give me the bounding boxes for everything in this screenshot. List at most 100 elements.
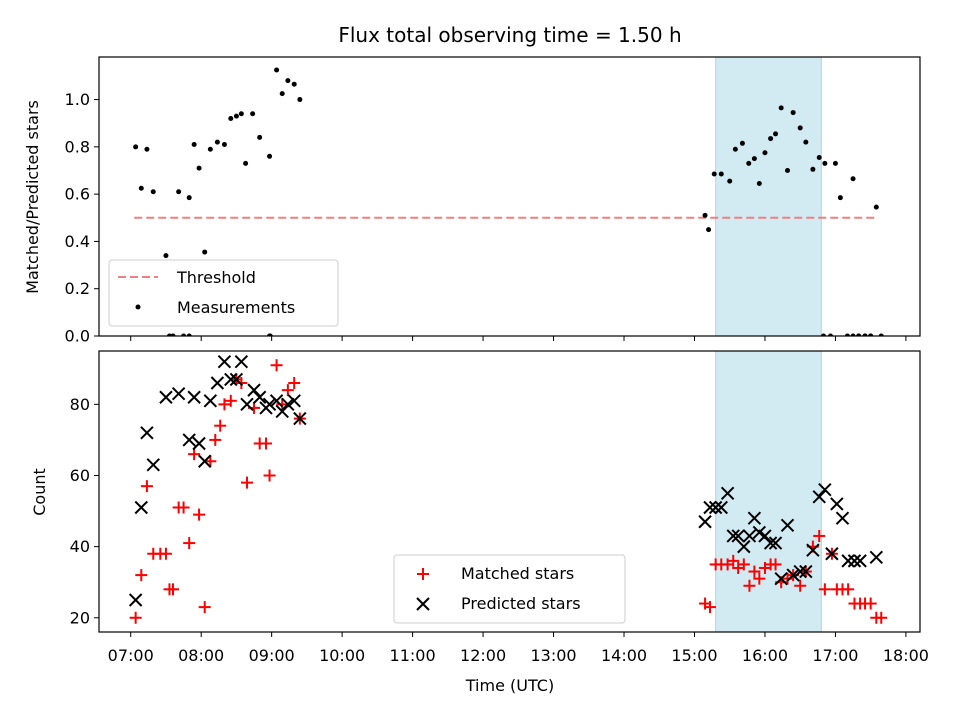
top-series-layer (133, 67, 884, 336)
predicted-stars-point (825, 547, 839, 561)
bottom-x-ticks: 07:00 08:00 09:00 10:00 11:00 12:00 13:00 14:00… (108, 632, 929, 665)
matched-stars-point (193, 508, 206, 521)
bottom-plot-area (128, 354, 888, 624)
measurements-point (181, 333, 187, 336)
predicted-stars-point (698, 515, 712, 529)
predicted-stars-point (731, 529, 745, 543)
measurements-point (267, 333, 273, 336)
predicted-stars-point (830, 497, 844, 511)
top-plot-area (133, 67, 884, 336)
predicted-stars-point (818, 483, 832, 497)
matched-stars-point (135, 569, 148, 582)
matched-stars-point (263, 469, 276, 482)
measurements-point (820, 333, 826, 336)
predicted-stars-point (742, 529, 757, 543)
predicted-stars-point (720, 486, 735, 500)
matched-stars-point (218, 398, 231, 411)
chart-title: Flux total observing time = 1.50 h (338, 23, 681, 47)
measurements-point (822, 160, 828, 166)
top-y-tick-label: 0.4 (65, 232, 90, 251)
legend-measurements-swatch (135, 304, 141, 310)
predicted-stars-point (192, 436, 206, 451)
predicted-stars-point (793, 564, 807, 579)
predicted-stars-point (234, 354, 249, 369)
predicted-stars-point (768, 536, 783, 550)
measurements-point (797, 125, 803, 131)
predicted-stars-point (287, 394, 301, 408)
legend-matched-label: Matched stars (461, 564, 574, 583)
matched-stars-point (813, 529, 826, 542)
measurements-point (706, 227, 712, 233)
measurements-point (873, 204, 879, 210)
measurements-point (785, 167, 791, 173)
measurements-point (790, 110, 796, 116)
measurements-point (163, 253, 169, 259)
matched-stars-point (276, 398, 289, 411)
x-tick-label: 07:00 (108, 646, 154, 665)
predicted-stars-point (758, 529, 772, 543)
matched-stars-point (753, 572, 766, 585)
predicted-stars-point (146, 458, 160, 472)
top-panel: 0.0 0.2 0.4 0.6 0.8 1.0 Matched/Predicted sta… (23, 56, 921, 346)
measurements-point (170, 333, 176, 336)
measurements-point (810, 166, 816, 172)
predicted-stars-point (229, 372, 244, 387)
predicted-stars-point (835, 511, 850, 525)
measurements-point (207, 146, 213, 152)
measurements-point (762, 150, 768, 156)
top-y-tick-label: 0.2 (65, 279, 90, 298)
x-tick-label: 09:00 (249, 646, 295, 665)
matched-stars-point (188, 448, 201, 461)
measurements-point (727, 178, 733, 184)
measurements-point (739, 140, 745, 146)
measurements-point (233, 113, 239, 119)
measurements-point (228, 115, 234, 121)
predicted-stars-point (159, 390, 173, 404)
top-y-tick-label: 0.8 (65, 137, 90, 156)
predicted-stars-point (252, 390, 267, 404)
predicted-stars-point (841, 554, 855, 568)
bottom-y-axis-label: Count (30, 468, 49, 516)
measurements-point (191, 141, 197, 147)
measurements-point (221, 141, 227, 147)
measurements-point (711, 171, 717, 177)
measurements-point (144, 146, 150, 152)
predicted-stars-point (171, 386, 186, 401)
measurements-point (850, 176, 856, 182)
measurements-point (257, 134, 263, 140)
x-tick-label: 14:00 (601, 646, 647, 665)
bottom-y-tick-label: 80 (70, 395, 90, 414)
measurements-point (718, 171, 724, 177)
matched-stars-point (281, 384, 294, 397)
matched-stars-point (204, 455, 217, 468)
measurements-point (756, 180, 762, 186)
predicted-stars-point (774, 571, 788, 586)
measurements-point (250, 111, 256, 117)
bottom-axes-frame (98, 350, 921, 633)
predicted-stars-point (187, 390, 201, 404)
measurements-point (751, 156, 757, 162)
x-tick-label: 10:00 (319, 646, 365, 665)
measurements-point (176, 189, 182, 195)
predicted-stars-point (708, 500, 723, 515)
bottom-shaded-region (715, 350, 822, 633)
measurements-point (828, 333, 833, 336)
measurements-point (816, 154, 822, 160)
measurements-point (138, 185, 144, 191)
bottom-y-tick-label: 20 (70, 608, 90, 627)
matched-stars-point (240, 476, 253, 489)
measurements-point (868, 333, 874, 336)
matched-stars-point (727, 554, 740, 567)
top-y-ticks: 0.0 0.2 0.4 0.6 0.8 1.0 (65, 90, 99, 346)
measurements-point (150, 189, 156, 195)
predicted-stars-point (210, 376, 225, 390)
x-tick-label: 15:00 (671, 646, 717, 665)
measurements-point (297, 97, 303, 103)
predicted-stars-point (140, 426, 154, 440)
predicted-stars-point (128, 593, 143, 607)
predicted-stars-point (786, 568, 800, 582)
predicted-stars-point (134, 500, 148, 515)
matched-stars-point (209, 433, 222, 446)
legend-threshold-label: Threshold (176, 268, 256, 287)
x-tick-label: 16:00 (742, 646, 788, 665)
